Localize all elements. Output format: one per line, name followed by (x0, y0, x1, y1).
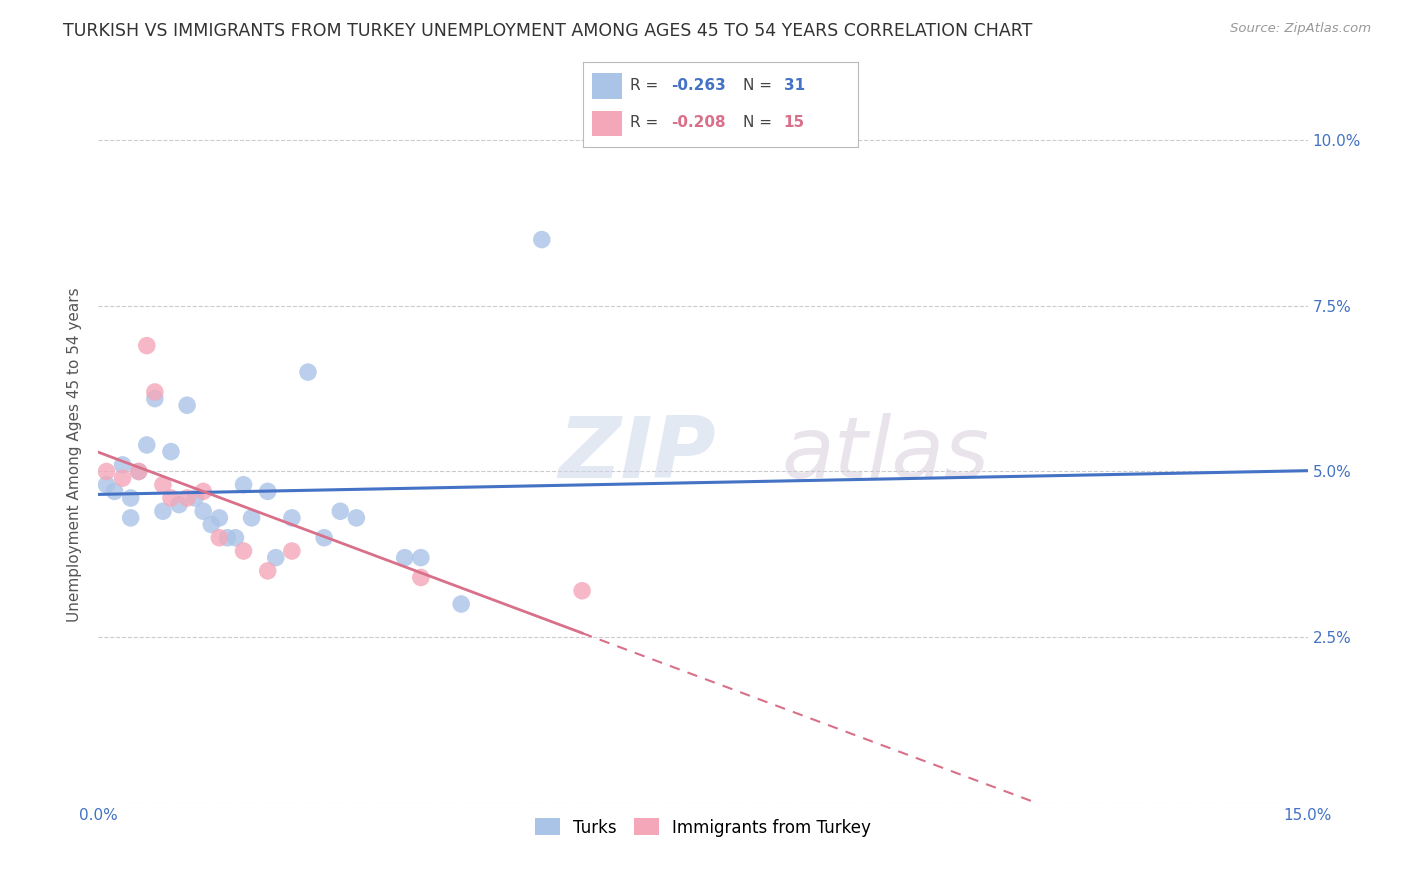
Text: ZIP: ZIP (558, 413, 716, 497)
Point (394, 550, 416, 565)
Point (135, 338, 157, 352)
Text: -0.208: -0.208 (671, 115, 725, 130)
Point (120, 491, 142, 505)
Text: R =: R = (630, 115, 664, 130)
Point (120, 511, 142, 525)
Point (571, 583, 593, 598)
Point (160, 491, 183, 505)
Point (409, 550, 432, 565)
Text: atlas: atlas (782, 413, 990, 497)
Text: Source: ZipAtlas.com: Source: ZipAtlas.com (1230, 22, 1371, 36)
Point (409, 570, 432, 584)
Point (297, 365, 319, 379)
FancyBboxPatch shape (592, 73, 621, 99)
Point (103, 484, 125, 499)
Point (232, 544, 254, 558)
Point (128, 465, 150, 479)
FancyBboxPatch shape (592, 111, 621, 136)
Point (111, 458, 134, 472)
Point (329, 504, 352, 518)
Point (160, 444, 183, 458)
Point (208, 531, 231, 545)
Point (281, 511, 304, 525)
Text: 15: 15 (783, 115, 804, 130)
Point (224, 531, 246, 545)
Point (167, 498, 190, 512)
Point (135, 438, 157, 452)
Y-axis label: Unemployment Among Ages 45 to 54 years: Unemployment Among Ages 45 to 54 years (67, 287, 83, 623)
Point (256, 564, 278, 578)
Point (111, 471, 134, 485)
Point (240, 511, 263, 525)
Point (143, 384, 166, 399)
Point (96, 465, 118, 479)
Point (143, 392, 166, 406)
Point (152, 504, 174, 518)
Point (208, 511, 231, 525)
Point (200, 517, 222, 532)
Text: 31: 31 (783, 78, 804, 93)
Point (530, 233, 553, 247)
Point (256, 484, 278, 499)
Text: R =: R = (630, 78, 664, 93)
Point (176, 398, 198, 412)
Text: -0.263: -0.263 (671, 78, 725, 93)
Point (344, 511, 367, 525)
Point (264, 550, 287, 565)
Point (450, 597, 472, 611)
Point (281, 544, 304, 558)
Text: N =: N = (742, 78, 776, 93)
Point (184, 491, 207, 505)
Point (217, 531, 239, 545)
Legend: Turks, Immigrants from Turkey: Turks, Immigrants from Turkey (529, 812, 877, 843)
Point (128, 465, 150, 479)
Point (152, 477, 174, 491)
Text: TURKISH VS IMMIGRANTS FROM TURKEY UNEMPLOYMENT AMONG AGES 45 TO 54 YEARS CORRELA: TURKISH VS IMMIGRANTS FROM TURKEY UNEMPL… (63, 22, 1032, 40)
Point (314, 531, 336, 545)
Text: N =: N = (742, 115, 776, 130)
Point (193, 484, 215, 499)
Point (96, 477, 118, 491)
Point (176, 491, 198, 505)
Point (232, 477, 254, 491)
Point (193, 504, 215, 518)
